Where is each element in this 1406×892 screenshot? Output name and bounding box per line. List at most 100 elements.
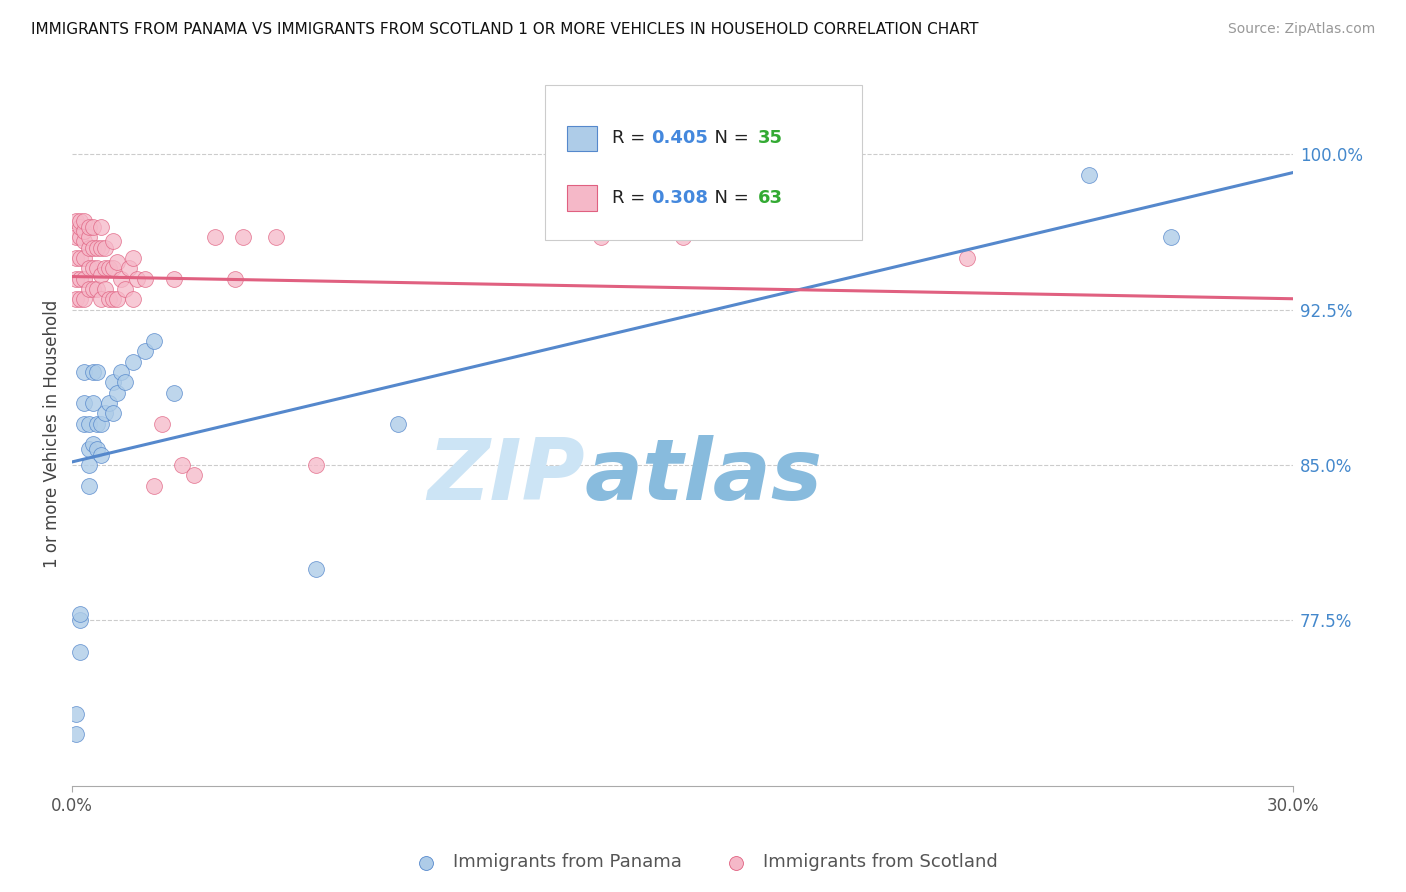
Point [86, 261, 108, 276]
Point [90, 268, 112, 282]
Point [122, 354, 145, 368]
Point [77, 230, 100, 244]
Point [82, 261, 104, 276]
Point [69, 230, 91, 244]
Point [77, 219, 100, 234]
Point [77, 282, 100, 296]
Point [65, 251, 87, 265]
Point [69, 614, 91, 628]
Point [90, 219, 112, 234]
Bar [567, 126, 598, 151]
Point [69, 219, 91, 234]
Point [671, 230, 693, 244]
Point [69, 607, 91, 622]
Point [224, 271, 246, 285]
Point [69, 213, 91, 227]
Point [134, 344, 156, 359]
Point [127, 271, 149, 285]
Point [77, 241, 100, 255]
FancyBboxPatch shape [544, 86, 862, 240]
Point [122, 251, 145, 265]
Point [77, 479, 100, 493]
Point [163, 271, 186, 285]
Point [387, 417, 409, 431]
Point [65, 213, 87, 227]
Point [86, 417, 108, 431]
Point [73, 396, 96, 410]
Text: R =: R = [612, 189, 651, 207]
Point [97, 293, 120, 307]
Point [86, 442, 108, 456]
Point [82, 282, 104, 296]
Point [105, 385, 128, 400]
Text: N =: N = [703, 189, 755, 207]
Point [73, 235, 96, 249]
Point [97, 396, 120, 410]
Point [204, 230, 226, 244]
Point [101, 261, 124, 276]
Point [90, 448, 112, 462]
Bar [567, 186, 598, 211]
Point [65, 271, 87, 285]
Point [94, 282, 117, 296]
Point [105, 293, 128, 307]
Text: 35: 35 [758, 129, 783, 147]
Point [65, 706, 87, 721]
Point [82, 219, 104, 234]
Point [77, 458, 100, 472]
Point [73, 213, 96, 227]
Point [172, 458, 194, 472]
Point [82, 365, 104, 379]
Y-axis label: 1 or more Vehicles in Household: 1 or more Vehicles in Household [44, 300, 60, 568]
Text: Source: ZipAtlas.com: Source: ZipAtlas.com [1227, 22, 1375, 37]
Point [305, 458, 328, 472]
Text: 63: 63 [758, 189, 783, 207]
Point [94, 261, 117, 276]
Text: IMMIGRANTS FROM PANAMA VS IMMIGRANTS FROM SCOTLAND 1 OR MORE VEHICLES IN HOUSEHO: IMMIGRANTS FROM PANAMA VS IMMIGRANTS FRO… [31, 22, 979, 37]
Point [90, 241, 112, 255]
Point [305, 562, 328, 576]
Point [86, 282, 108, 296]
Text: N =: N = [703, 129, 755, 147]
Point [97, 261, 120, 276]
Point [163, 385, 186, 400]
Point [142, 479, 165, 493]
Text: ZIP: ZIP [427, 434, 585, 517]
Point [101, 293, 124, 307]
Point [69, 251, 91, 265]
Point [101, 406, 124, 420]
Point [65, 727, 87, 741]
Point [956, 251, 979, 265]
Point [73, 293, 96, 307]
Point [114, 376, 136, 390]
Point [77, 417, 100, 431]
Text: 0.405: 0.405 [651, 129, 707, 147]
Point [264, 230, 287, 244]
Point [1078, 168, 1101, 182]
Point [86, 365, 108, 379]
Point [90, 293, 112, 307]
Point [73, 271, 96, 285]
Point [82, 396, 104, 410]
Point [77, 261, 100, 276]
Point [69, 644, 91, 658]
Point [183, 468, 205, 483]
Text: atlas: atlas [585, 434, 823, 517]
Point [65, 293, 87, 307]
Point [134, 271, 156, 285]
Point [94, 241, 117, 255]
Point [65, 230, 87, 244]
Point [90, 417, 112, 431]
Point [232, 230, 254, 244]
Point [69, 271, 91, 285]
Point [69, 293, 91, 307]
Point [118, 261, 141, 276]
Point [73, 365, 96, 379]
Point [73, 251, 96, 265]
Point [77, 442, 100, 456]
Text: 0.308: 0.308 [651, 189, 707, 207]
Point [94, 406, 117, 420]
Point [122, 293, 145, 307]
Point [82, 437, 104, 451]
Point [114, 282, 136, 296]
